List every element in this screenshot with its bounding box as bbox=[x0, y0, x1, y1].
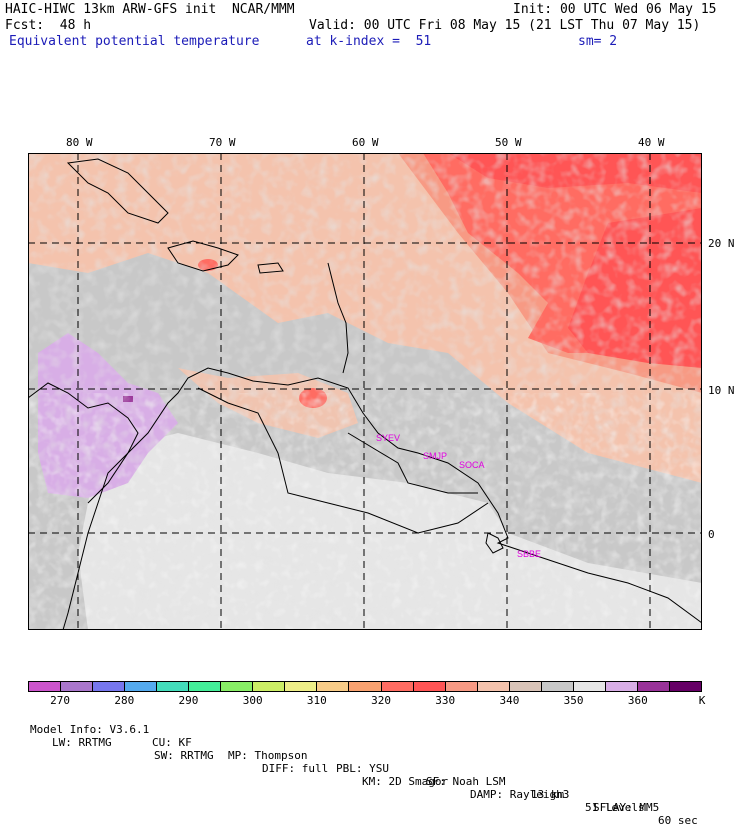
timestep: 60 sec bbox=[658, 814, 698, 827]
field-name: Equivalent potential temperature bbox=[9, 34, 260, 49]
colorbar-segment bbox=[637, 682, 670, 691]
colorbar-label: 270 bbox=[50, 694, 71, 707]
model-version: Model Info: V3.6.1 bbox=[30, 723, 150, 736]
lon-label-40w: 40 W bbox=[638, 136, 665, 149]
microphysics-scheme: MP: Thompson bbox=[228, 749, 308, 762]
lat-label-10n: 10 N bbox=[708, 384, 735, 397]
lon-label-60w: 60 W bbox=[352, 136, 379, 149]
colorbar-label: 280 bbox=[114, 694, 135, 707]
pbl-scheme: PBL: YSU bbox=[336, 762, 389, 775]
lon-label-70w: 70 W bbox=[209, 136, 236, 149]
graticule bbox=[28, 153, 702, 630]
colorbar-segment bbox=[413, 682, 446, 691]
lon-label-80w: 80 W bbox=[66, 136, 93, 149]
station-label-sbbe: SBBE bbox=[517, 549, 541, 559]
model-info-line-2: LW: RRTMG SW: RRTMG DIFF: full KM: 2D Sm… bbox=[52, 723, 659, 814]
colorbar-segment bbox=[381, 682, 414, 691]
colorbar-segment bbox=[221, 682, 254, 691]
colorbar-label: 350 bbox=[563, 694, 584, 707]
init-time: Init: 00 UTC Wed 06 May 15 bbox=[513, 2, 717, 17]
damping: DAMP: Rayleigh3 bbox=[470, 788, 570, 801]
map-panel: SYEV SMJP SOCA SBBE bbox=[28, 153, 702, 630]
colorbar-segment bbox=[253, 682, 286, 691]
colorbar-segment bbox=[29, 682, 62, 691]
level-label: at k-index = 51 bbox=[306, 34, 432, 49]
station-labels: SYEV SMJP SOCA SBBE bbox=[376, 433, 541, 559]
station-label-syev: SYEV bbox=[376, 433, 400, 443]
model-info-line-1: Model Info: V3.6.1 CU: KF MP: Thompson P… bbox=[30, 710, 698, 827]
valid-time: Valid: 00 UTC Fri 08 May 15 (21 LST Thu … bbox=[309, 18, 701, 33]
colorbar-segment bbox=[477, 682, 510, 691]
sw-scheme: SW: RRTMG bbox=[154, 749, 214, 762]
lat-label-0: 0 bbox=[708, 528, 715, 541]
colorbar-segment bbox=[669, 682, 701, 691]
station-label-smjp: SMJP bbox=[423, 451, 447, 461]
colorbar-label: 320 bbox=[371, 694, 391, 707]
colorbar-segment bbox=[349, 682, 382, 691]
model-title: HAIC-HIWC 13km ARW-GFS init NCAR/MMM bbox=[5, 2, 295, 17]
colorbar-label: 340 bbox=[499, 694, 520, 707]
colorbar-segment bbox=[125, 682, 158, 691]
colorbar-label: 310 bbox=[306, 694, 327, 707]
forecast-hour: Fcst: 48 h bbox=[5, 18, 92, 33]
km-scheme: KM: 2D Smagor bbox=[362, 775, 449, 788]
colorbar-segment bbox=[285, 682, 318, 691]
colorbar-label: 300 bbox=[242, 694, 263, 707]
station-label-soca: SOCA bbox=[459, 460, 485, 470]
colorbar-segment bbox=[573, 682, 606, 691]
colorbar-segment bbox=[509, 682, 542, 691]
colorbar-label: 290 bbox=[178, 694, 199, 707]
lw-scheme: LW: RRTMG bbox=[52, 736, 112, 749]
colorbar-segment bbox=[189, 682, 222, 691]
colorbar-segment bbox=[605, 682, 638, 691]
colorbar-segment bbox=[157, 682, 190, 691]
colorbar-unit: K bbox=[698, 694, 706, 707]
colorbar-segment bbox=[93, 682, 126, 691]
lat-label-20n: 20 N bbox=[708, 237, 735, 250]
colorbar-segment bbox=[61, 682, 94, 691]
colorbar-label: 330 bbox=[435, 694, 456, 707]
surface-layer: SFLAY: MM5 bbox=[593, 801, 660, 814]
colorbar-label: 360 bbox=[627, 694, 648, 707]
colorbar-segment bbox=[317, 682, 350, 691]
cumulus-scheme: CU: KF bbox=[152, 736, 192, 749]
colorbar bbox=[28, 681, 702, 692]
coastlines bbox=[28, 158, 702, 630]
colorbar-segment bbox=[445, 682, 478, 691]
lon-label-50w: 50 W bbox=[495, 136, 522, 149]
diffusion: DIFF: full bbox=[262, 762, 329, 775]
colorbar-segment bbox=[541, 682, 574, 691]
smoothing-label: sm= 2 bbox=[578, 34, 618, 49]
